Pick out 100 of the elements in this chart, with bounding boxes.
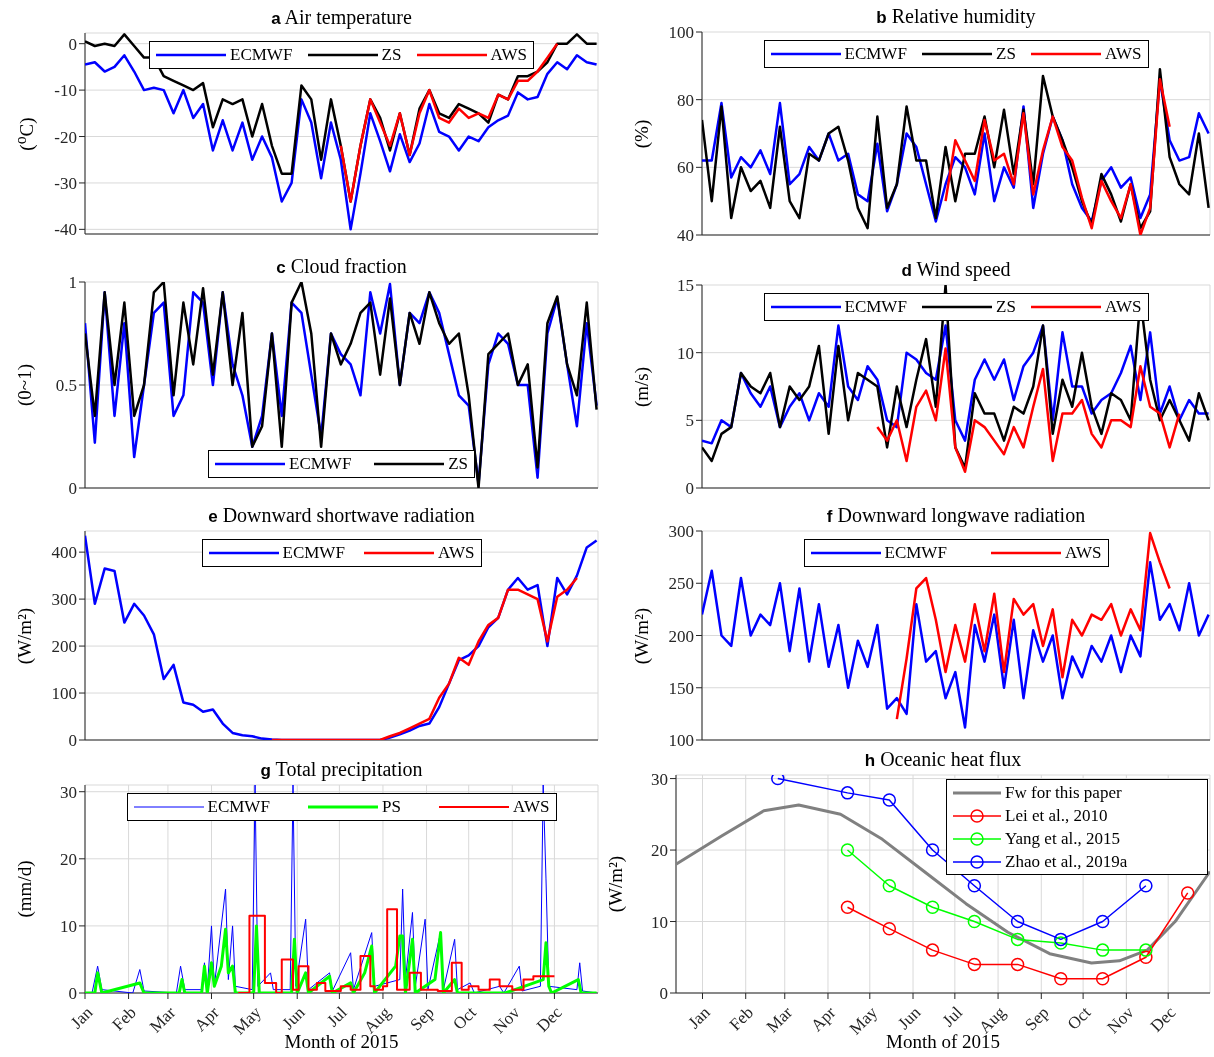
legend-label: ECMWF xyxy=(884,542,947,564)
point xyxy=(925,843,940,857)
legend-label: Lei et al., 2010 xyxy=(1005,805,1108,827)
legend-label: PS xyxy=(382,796,401,818)
point xyxy=(840,900,855,914)
point xyxy=(1010,957,1025,972)
y-tick-label: 30 xyxy=(651,769,668,789)
point xyxy=(1054,936,1068,950)
point xyxy=(967,914,982,929)
legend-label: ECMWF xyxy=(230,44,293,66)
line-series xyxy=(702,561,1210,729)
legend-label: ZS xyxy=(381,44,402,66)
y-tick-label: 80 xyxy=(677,90,694,110)
y-tick-label: 100 xyxy=(668,731,694,751)
legend-label: ECMWF xyxy=(207,796,270,818)
chart-title: e Downward shortwave radiation xyxy=(207,504,476,527)
y-tick-label: 10 xyxy=(651,912,668,932)
y-axis-title: (0~1) xyxy=(14,364,36,406)
x-tick-label: Apr xyxy=(807,1002,840,1036)
x-tick-label: May xyxy=(845,1002,882,1039)
chart-title: b Relative humidity xyxy=(875,5,1037,28)
y-tick-label: 200 xyxy=(668,626,694,646)
legend-label: Fw for this paper xyxy=(1005,782,1122,804)
point xyxy=(1010,932,1025,947)
point xyxy=(840,843,855,857)
x-tick-label: May xyxy=(229,1002,266,1039)
legend-label: Zhao et al., 2019a xyxy=(1005,851,1128,873)
y-tick-label: 10 xyxy=(677,343,694,363)
chart-title: a Air temperature xyxy=(270,6,413,29)
legend-label: AWS xyxy=(490,44,527,66)
y-tick-label: -20 xyxy=(54,127,77,147)
point xyxy=(882,793,897,807)
x-tick-label: Sep xyxy=(406,1002,438,1035)
x-tick-label: Oct xyxy=(1063,1002,1095,1034)
legend-label: AWS xyxy=(1065,542,1102,564)
y-axis-title: (W/m²) xyxy=(14,607,36,664)
y-axis-title: (m/s) xyxy=(631,366,653,407)
y-tick-label: 0 xyxy=(68,984,77,1004)
x-tick-label: Jul xyxy=(938,1002,967,1031)
y-tick-label: 0 xyxy=(68,479,77,499)
chart-title: d Wind speed xyxy=(900,258,1012,281)
y-tick-label: 0 xyxy=(68,34,77,54)
y-tick-label: 250 xyxy=(668,574,694,594)
x-tick-label: Dec xyxy=(532,1002,567,1036)
y-tick-label: 15 xyxy=(677,276,694,296)
point xyxy=(1095,943,1110,957)
x-tick-label: Oct xyxy=(449,1002,481,1034)
line-series xyxy=(270,576,579,740)
chart-title: f Downward longwave radiation xyxy=(825,504,1087,527)
legend-label: ZS xyxy=(996,296,1016,318)
y-axis-title: (%) xyxy=(631,119,653,148)
x-tick-label: Jun xyxy=(894,1002,925,1034)
y-tick-label: 200 xyxy=(51,637,77,657)
x-tick-label: Jun xyxy=(278,1002,309,1034)
chart-title: c Cloud fraction xyxy=(275,255,408,278)
y-tick-label: 60 xyxy=(677,158,694,178)
legend-label: ZS xyxy=(448,453,468,475)
y-tick-label: -40 xyxy=(54,220,77,240)
point xyxy=(1095,971,1110,986)
x-tick-label: Jan xyxy=(684,1002,715,1033)
y-axis-title: (mm/d) xyxy=(14,860,36,918)
y-tick-label: 30 xyxy=(60,782,77,802)
x-tick-label: Mar xyxy=(762,1002,797,1037)
legend-label: ECMWF xyxy=(844,43,907,65)
legend-label: AWS xyxy=(438,542,475,564)
line-series xyxy=(676,803,1210,965)
legend-label: AWS xyxy=(1105,296,1142,318)
x-tick-label: Apr xyxy=(190,1002,224,1036)
y-tick-label: 0.5 xyxy=(55,376,77,396)
point xyxy=(967,879,982,893)
y-tick-label: 300 xyxy=(51,590,77,610)
legend-label: AWS xyxy=(1105,43,1142,65)
x-tick-label: Dec xyxy=(1146,1002,1180,1036)
point xyxy=(1180,886,1195,900)
point xyxy=(1054,971,1068,986)
x-tick-label: Jul xyxy=(323,1002,351,1031)
point xyxy=(925,943,940,957)
y-tick-label: 100 xyxy=(51,684,77,704)
y-tick-label: -10 xyxy=(54,81,77,101)
point xyxy=(771,775,785,786)
y-tick-label: 20 xyxy=(60,849,77,869)
y-axis-title: (W/m²) xyxy=(605,855,627,913)
y-tick-label: 5 xyxy=(685,411,694,431)
y-tick-label: 20 xyxy=(651,841,668,861)
legend-label: AWS xyxy=(513,796,550,818)
x-tick-label: Feb xyxy=(725,1002,758,1035)
y-tick-label: 300 xyxy=(668,522,694,542)
point xyxy=(925,900,940,914)
point xyxy=(882,921,897,936)
line-series xyxy=(339,42,559,203)
legend-label: ECMWF xyxy=(844,296,907,318)
point xyxy=(840,786,855,800)
line-series xyxy=(944,78,1171,235)
point xyxy=(1054,932,1068,947)
chart-title: g Total precipitation xyxy=(259,758,424,781)
x-tick-label: Feb xyxy=(108,1002,140,1035)
legend-label: ECMWF xyxy=(282,542,345,564)
y-tick-label: 400 xyxy=(51,543,77,563)
point xyxy=(882,879,897,893)
point xyxy=(967,957,982,972)
